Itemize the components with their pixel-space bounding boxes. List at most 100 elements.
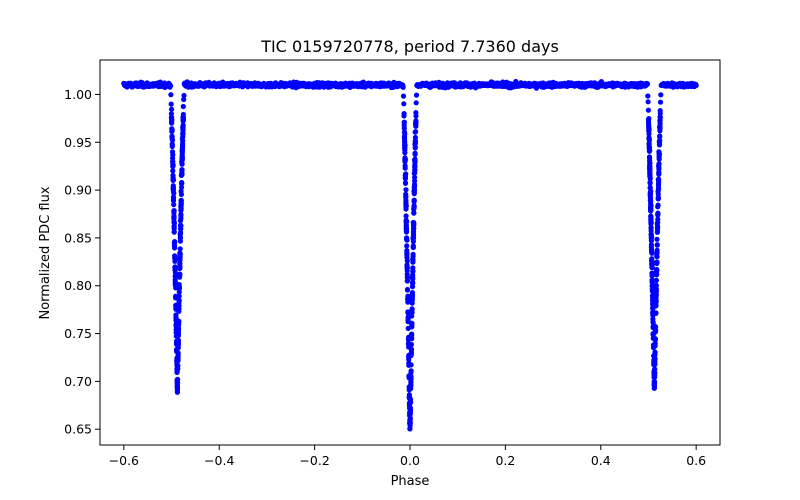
data-point bbox=[411, 181, 418, 187]
data-point bbox=[404, 278, 410, 284]
data-point bbox=[409, 292, 415, 299]
data-point bbox=[170, 159, 176, 165]
data-point bbox=[401, 129, 408, 135]
y-tick-label: 0.90 bbox=[64, 183, 92, 198]
data-point bbox=[654, 268, 660, 274]
data-point bbox=[646, 121, 652, 127]
data-point bbox=[178, 191, 184, 197]
data-point bbox=[401, 113, 407, 119]
data-point bbox=[650, 305, 656, 311]
data-point bbox=[652, 352, 658, 358]
data-point bbox=[172, 253, 178, 259]
data-point bbox=[657, 133, 663, 139]
data-point bbox=[169, 149, 176, 155]
data-point bbox=[179, 150, 185, 156]
data-point bbox=[649, 261, 655, 267]
data-point bbox=[651, 374, 657, 380]
data-point bbox=[647, 197, 654, 203]
data-point bbox=[180, 125, 186, 131]
data-point bbox=[410, 280, 416, 286]
data-point bbox=[169, 133, 175, 139]
data-point bbox=[170, 172, 176, 179]
data-point bbox=[405, 309, 411, 315]
data-point bbox=[650, 324, 656, 330]
data-point bbox=[412, 134, 418, 141]
data-point bbox=[656, 142, 663, 148]
y-tick-label: 0.65 bbox=[64, 422, 92, 437]
data-point bbox=[650, 319, 656, 325]
scatter-points bbox=[121, 78, 699, 432]
data-point bbox=[410, 230, 417, 236]
data-point bbox=[177, 254, 183, 260]
data-point bbox=[176, 303, 182, 309]
data-point bbox=[168, 92, 174, 98]
data-point bbox=[652, 366, 658, 372]
data-point bbox=[645, 93, 651, 99]
data-point bbox=[179, 154, 185, 161]
data-point bbox=[649, 277, 655, 283]
data-point bbox=[177, 273, 183, 279]
data-point bbox=[404, 243, 410, 249]
data-point bbox=[173, 315, 179, 321]
data-point bbox=[405, 340, 412, 347]
data-point bbox=[177, 231, 184, 237]
data-point bbox=[645, 117, 652, 123]
data-point bbox=[652, 362, 658, 368]
data-point bbox=[172, 245, 178, 251]
data-point bbox=[656, 166, 662, 172]
data-point bbox=[412, 150, 418, 156]
data-point bbox=[402, 175, 408, 181]
data-point bbox=[171, 229, 177, 235]
data-point bbox=[410, 238, 416, 244]
data-point bbox=[169, 106, 175, 112]
data-point bbox=[177, 246, 183, 252]
x-tick-label: 0.6 bbox=[686, 453, 706, 468]
data-point bbox=[653, 286, 659, 292]
data-point bbox=[656, 176, 662, 182]
data-point bbox=[402, 145, 408, 151]
data-point bbox=[402, 180, 409, 186]
data-point bbox=[405, 296, 411, 302]
data-point bbox=[400, 93, 407, 99]
data-point bbox=[658, 92, 664, 98]
data-point bbox=[644, 81, 651, 87]
x-tick-label: −0.6 bbox=[109, 453, 139, 468]
data-point bbox=[657, 99, 664, 105]
data-point bbox=[655, 185, 662, 191]
data-point bbox=[170, 188, 176, 195]
data-point bbox=[402, 155, 408, 162]
data-point bbox=[179, 180, 185, 187]
data-point bbox=[176, 298, 182, 304]
data-point bbox=[171, 219, 177, 225]
data-point bbox=[413, 100, 419, 106]
data-point bbox=[407, 426, 413, 432]
data-point bbox=[412, 145, 418, 151]
y-tick-label: 1.00 bbox=[64, 87, 92, 102]
data-point bbox=[404, 274, 410, 280]
y-axis: 0.65 0.70 0.75 0.80 0.85 0.90 0.95 1.00 bbox=[64, 87, 100, 437]
data-point bbox=[651, 357, 657, 363]
data-point bbox=[177, 260, 183, 266]
data-point bbox=[180, 134, 186, 140]
data-point bbox=[410, 251, 416, 257]
data-point bbox=[168, 101, 174, 107]
data-point bbox=[413, 92, 420, 98]
data-point bbox=[654, 236, 660, 242]
data-point bbox=[178, 211, 184, 218]
data-point bbox=[172, 264, 178, 270]
data-point bbox=[179, 170, 185, 176]
data-point bbox=[170, 198, 177, 204]
data-point bbox=[408, 398, 414, 405]
data-point bbox=[650, 331, 656, 337]
data-point bbox=[647, 193, 653, 199]
data-point bbox=[405, 315, 411, 321]
data-point bbox=[406, 384, 412, 391]
data-point bbox=[178, 223, 184, 229]
data-point bbox=[179, 184, 185, 190]
x-tick-label: −0.2 bbox=[299, 453, 329, 468]
data-point bbox=[401, 122, 407, 128]
data-point bbox=[402, 165, 408, 171]
data-point bbox=[655, 224, 661, 231]
data-point bbox=[169, 118, 175, 124]
